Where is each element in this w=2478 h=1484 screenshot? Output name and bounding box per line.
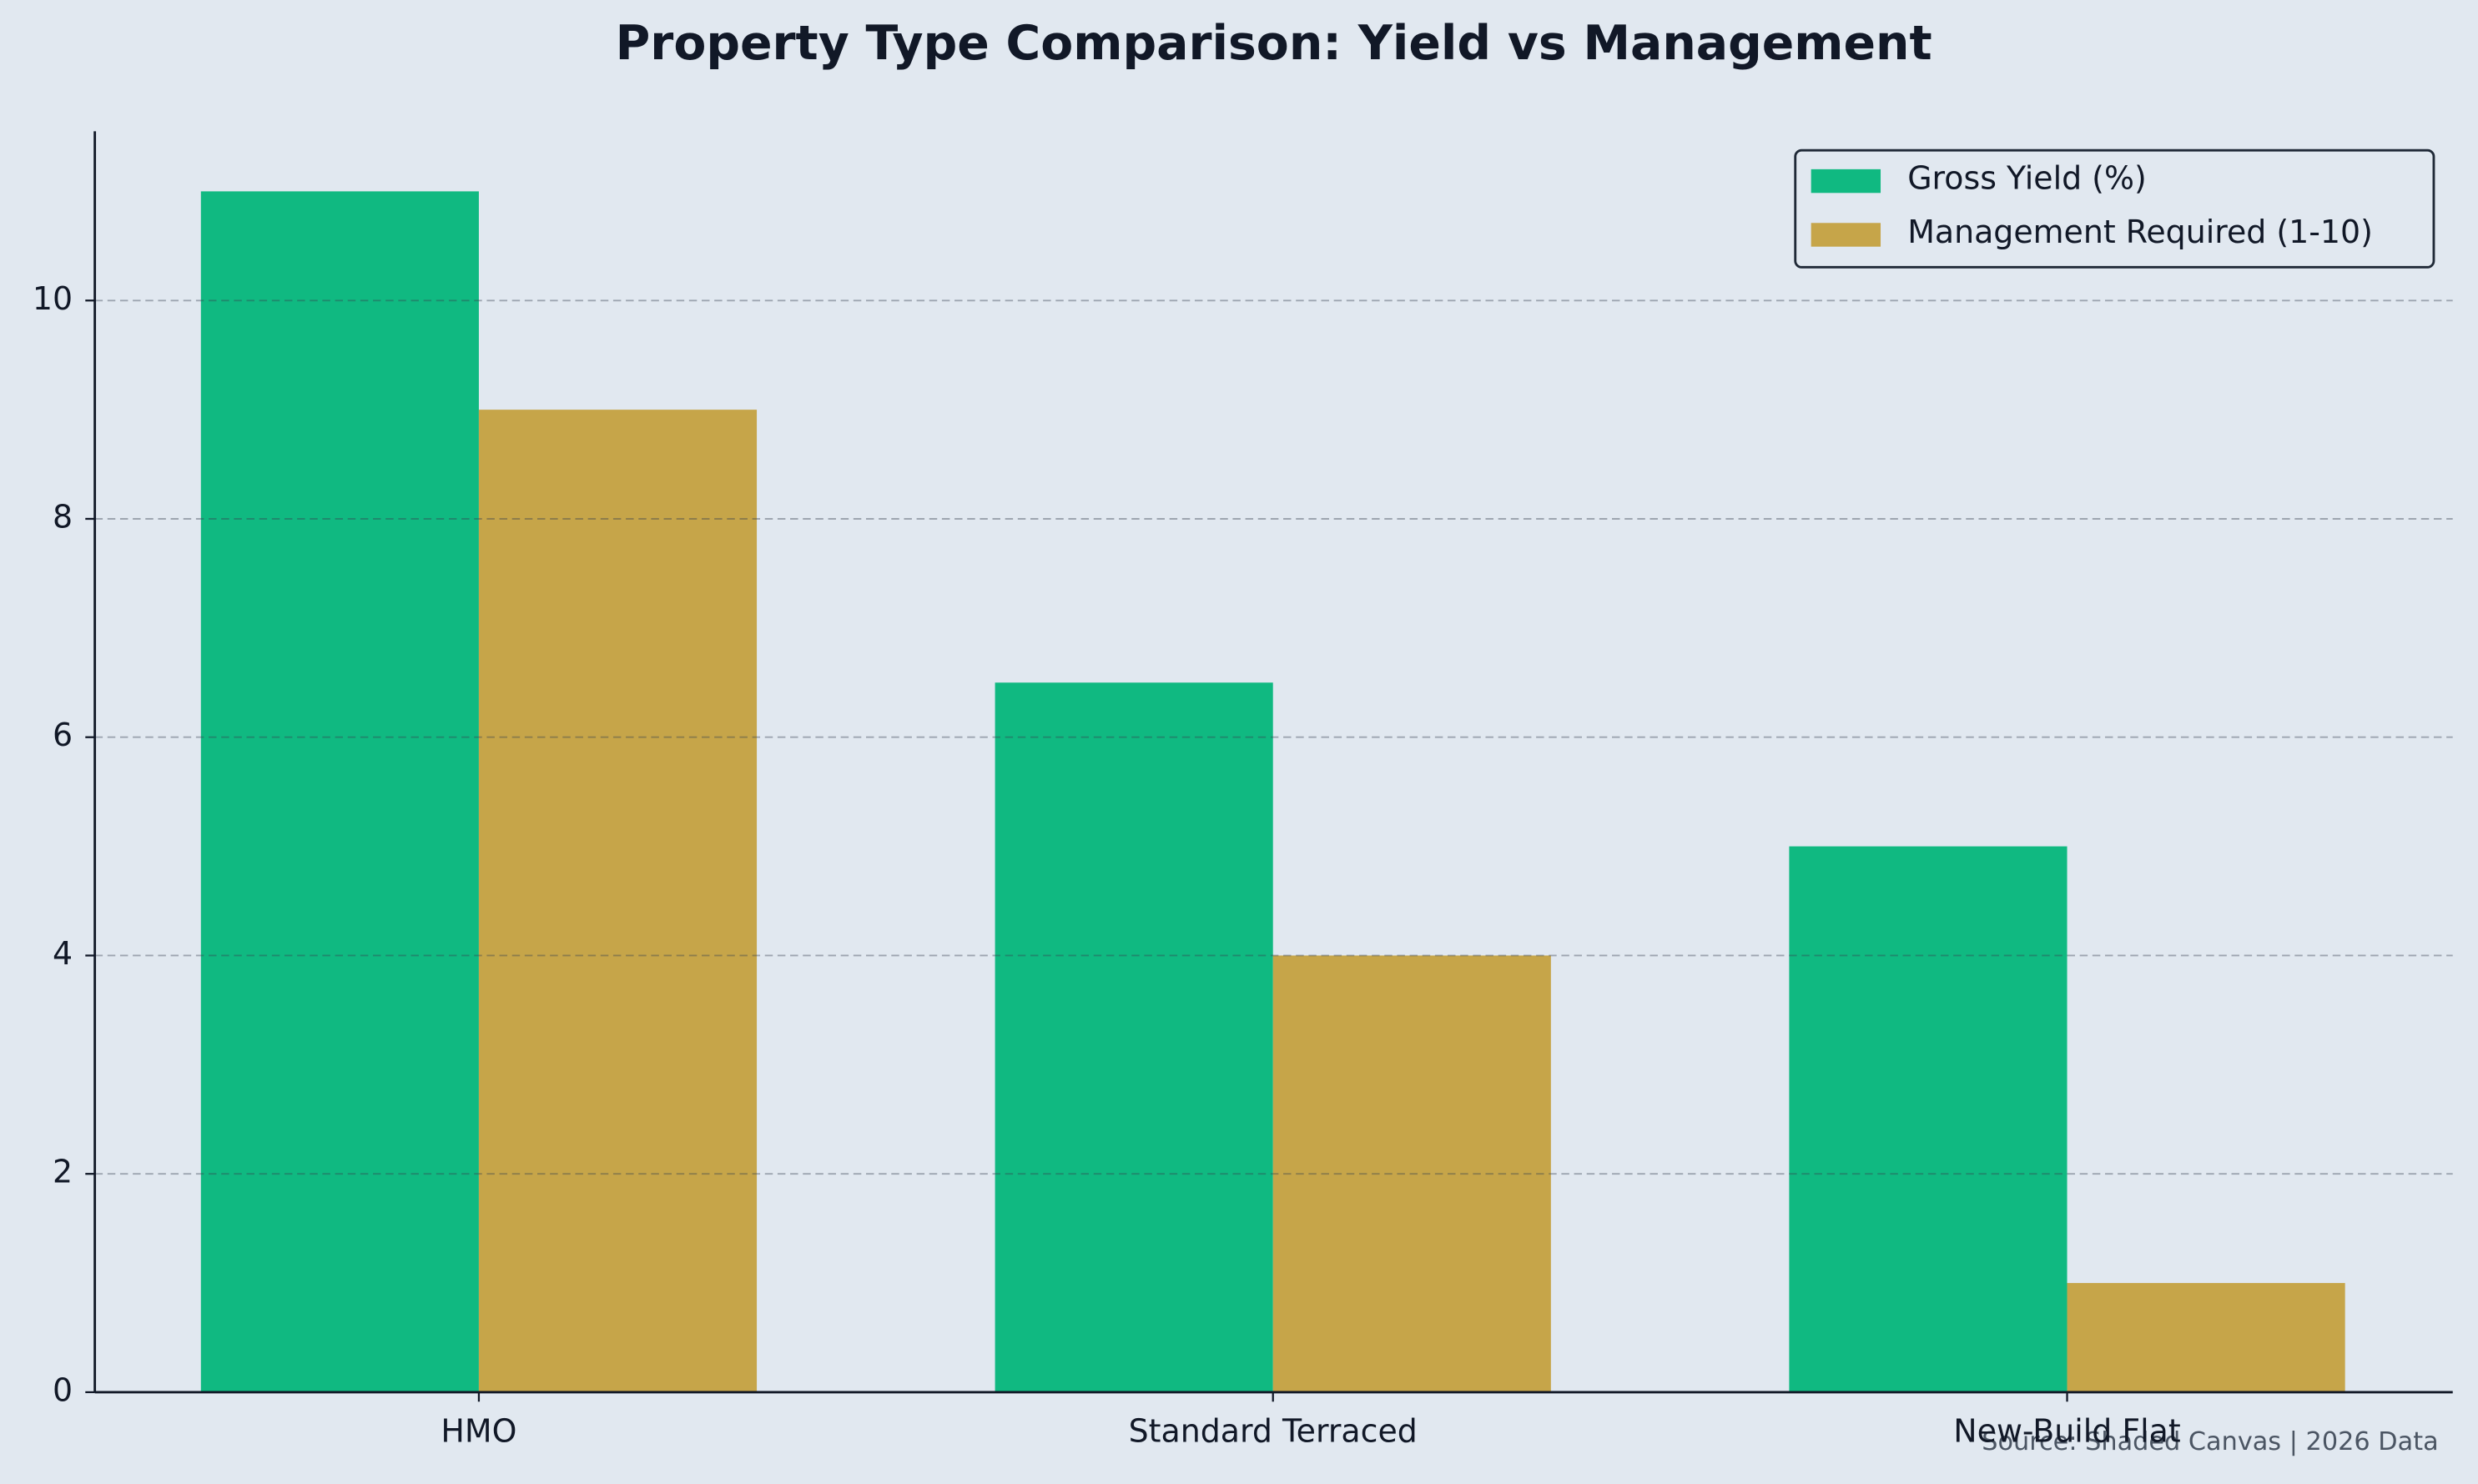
x-tick-label: New-Build Flat [1953, 1413, 2180, 1450]
legend-swatch [1811, 223, 1881, 247]
x-tick-label: HMO [441, 1413, 516, 1450]
y-tick-label: 0 [53, 1371, 73, 1408]
bar [1272, 955, 1551, 1392]
chart-title: Property Type Comparison: Yield vs Manag… [616, 16, 1932, 71]
y-tick-label: 6 [53, 717, 73, 753]
bar [995, 682, 1273, 1392]
y-tick-label: 8 [53, 498, 73, 535]
bar [478, 410, 758, 1392]
y-tick-label: 2 [53, 1154, 73, 1190]
bar [2067, 1283, 2345, 1392]
x-tick-label: Standard Terraced [1129, 1413, 1418, 1450]
bar [1789, 846, 2068, 1392]
legend-box [1794, 148, 2435, 269]
legend-label: Gross Yield (%) [1907, 160, 2147, 197]
legend-label: Management Required (1-10) [1907, 214, 2373, 250]
legend-swatch [1811, 169, 1881, 194]
y-tick-label: 4 [53, 935, 73, 972]
source-note: Source: Shaded Canvas | 2026 Data [1982, 1427, 2438, 1456]
legend: Gross Yield (%) Management Required (1-10… [1794, 148, 2435, 269]
y-tick-label: 10 [33, 280, 73, 317]
bar [200, 191, 479, 1392]
